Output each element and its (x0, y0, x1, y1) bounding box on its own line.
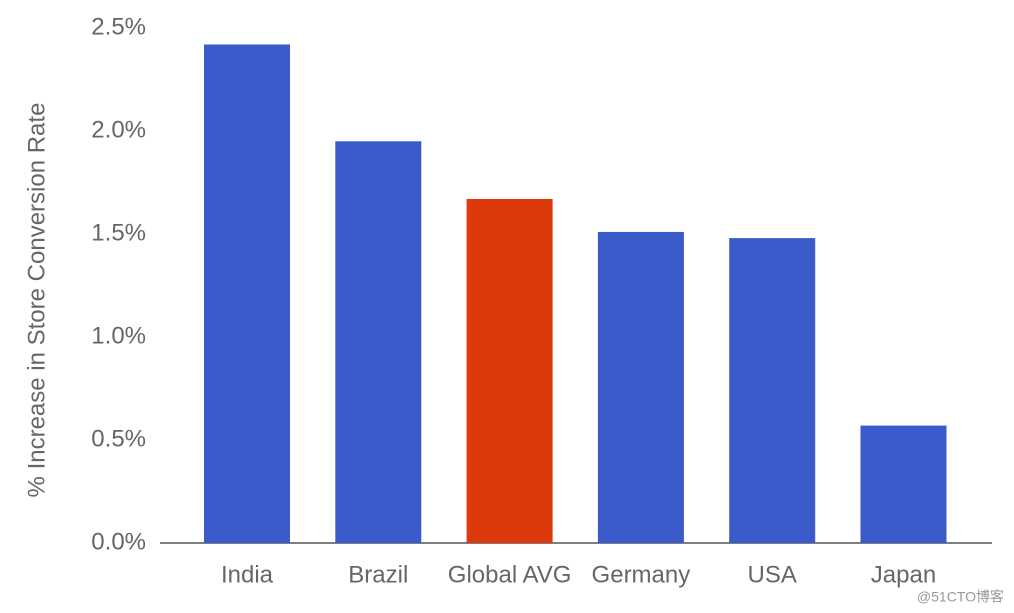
bar (335, 141, 422, 544)
bar (860, 425, 947, 543)
x-tick-label: India (221, 561, 274, 588)
x-tick-label: Global AVG (448, 561, 572, 588)
y-tick-label: 1.5% (91, 219, 146, 246)
y-axis-label: % Increase in Store Conversion Rate (23, 103, 50, 498)
bar (466, 198, 553, 544)
y-tick-label: 1.0% (91, 322, 146, 349)
y-tick-label: 2.5% (91, 13, 146, 40)
bar (597, 231, 684, 543)
y-tick-label: 2.0% (91, 116, 146, 143)
watermark: @51CTO博客 (917, 589, 1004, 605)
x-tick-label: Germany (592, 561, 691, 588)
x-tick-label: Brazil (348, 561, 408, 588)
bar (204, 44, 290, 543)
bar (729, 238, 816, 543)
y-tick-label: 0.5% (91, 425, 146, 452)
x-tick-label: USA (748, 561, 797, 588)
x-tick-label: Japan (871, 561, 936, 588)
y-tick-label: 0.0% (91, 528, 146, 555)
